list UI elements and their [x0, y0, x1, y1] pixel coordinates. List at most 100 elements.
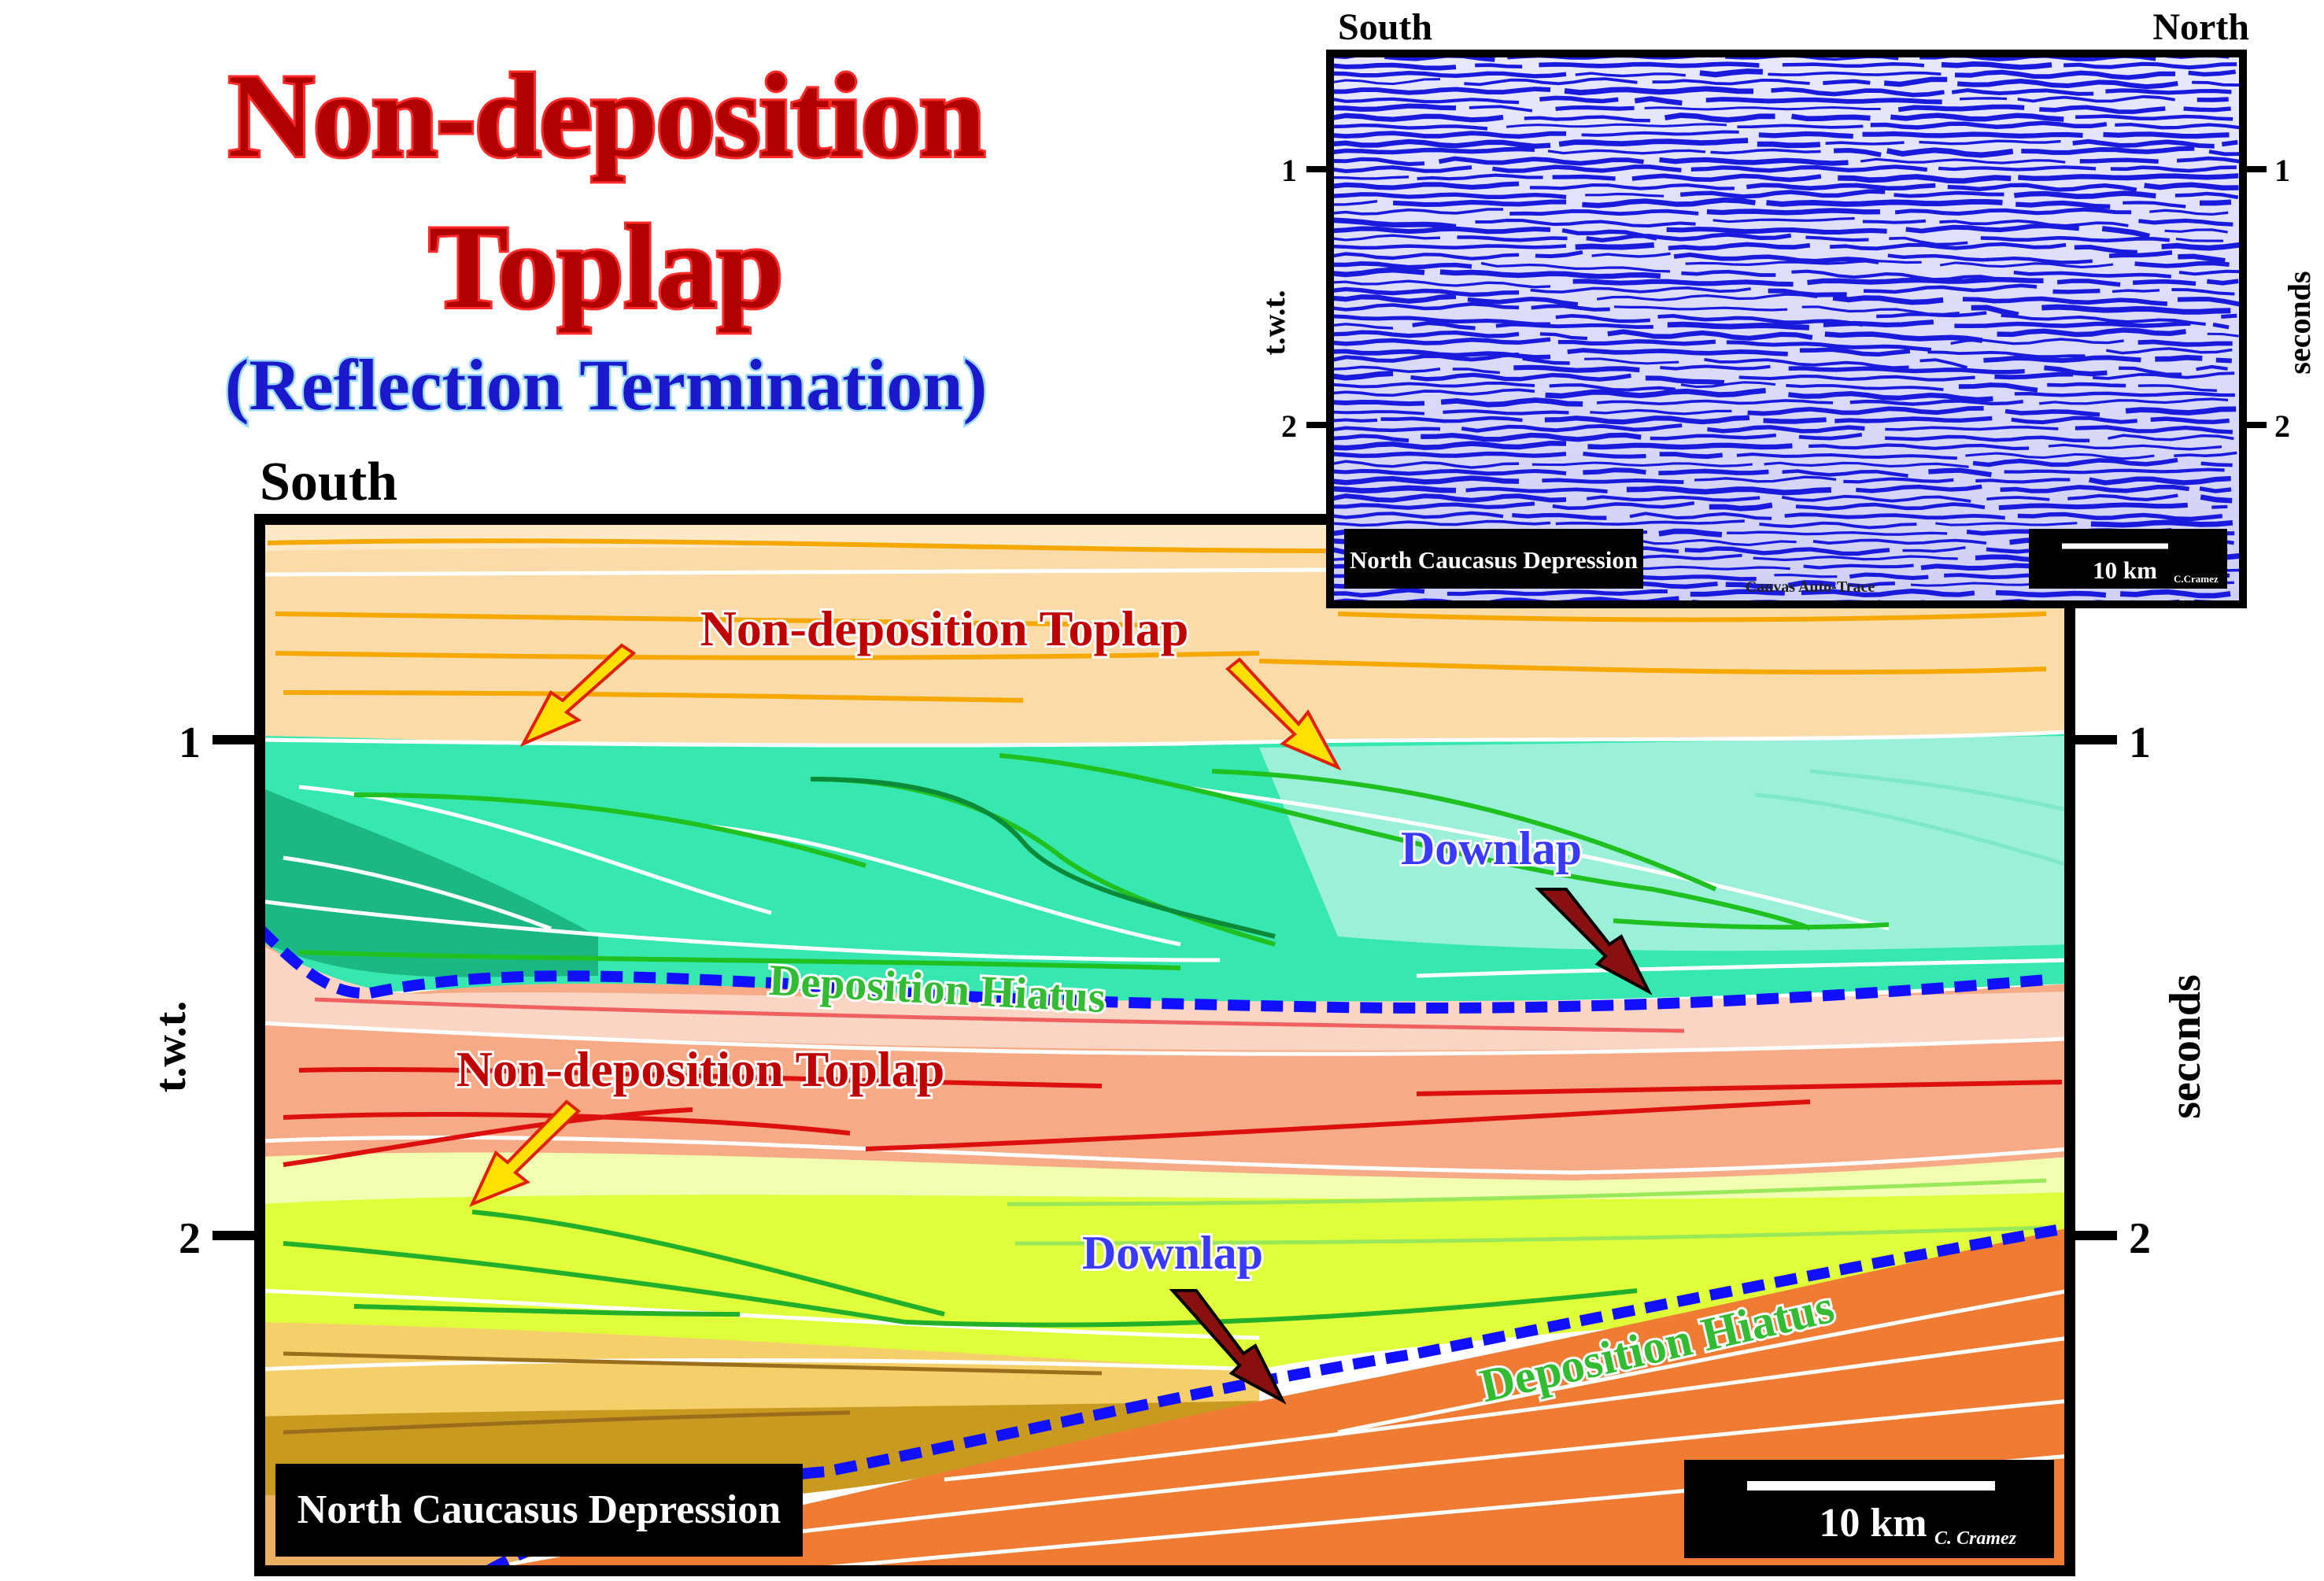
main-credit: C. Cramez — [1934, 1528, 2017, 1549]
inset-left-tick-1: 1 — [1281, 153, 1297, 188]
seismic-trace — [2000, 485, 2189, 493]
seismic-trace — [1330, 352, 1520, 363]
seismic-trace — [1469, 105, 1533, 113]
inset-south-label: South — [1338, 6, 1432, 48]
seismic-trace — [1736, 453, 1957, 460]
seismic-trace — [1962, 296, 2168, 306]
seismic-trace — [1860, 157, 2066, 164]
seismic-trace — [1685, 259, 1922, 267]
seismic-trace — [2134, 260, 2230, 268]
seismic-trace — [1657, 313, 1863, 327]
seismic-trace — [1421, 432, 1642, 442]
seismic-trace — [1475, 218, 1696, 228]
seismic-trace — [1330, 294, 1457, 304]
seismic-trace — [1725, 582, 1773, 589]
seismic-trace — [1330, 234, 1441, 242]
seismic-trace — [1897, 104, 2025, 113]
seismic-trace — [1954, 69, 2176, 80]
seismic-trace — [1330, 279, 1551, 289]
seismic-trace — [1965, 452, 2155, 460]
seismic-trace — [1575, 242, 1654, 250]
seismic-trace — [1971, 305, 2019, 318]
seismic-trace — [1607, 329, 1813, 341]
seismic-trace — [2125, 406, 2237, 416]
arrow-downlap-lower-icon — [1169, 1289, 1287, 1405]
inset-right-tick-2: 2 — [2274, 408, 2290, 444]
inset-left-tick-2: 2 — [1281, 408, 1297, 444]
inset-scale-box: 10 km C.Cramez — [2029, 529, 2227, 589]
seismic-trace — [1330, 323, 1394, 330]
seismic-trace — [1863, 283, 2038, 294]
seismic-trace — [1330, 485, 1457, 493]
seismic-trace — [1542, 478, 1684, 485]
seismic-trace — [1699, 68, 1764, 78]
inset-north-label: North — [2152, 6, 2249, 48]
inset-frame — [1326, 50, 2247, 608]
seismic-trace — [1522, 356, 1570, 365]
seismic-trace — [2103, 131, 2230, 139]
seismic-trace — [1829, 242, 2067, 251]
seismic-trace — [1330, 217, 1457, 230]
seismic-trace — [2011, 416, 2137, 425]
seismic-trace — [2175, 237, 2223, 242]
seismic-trace — [1465, 486, 1608, 493]
seismic-trace — [1443, 409, 1569, 416]
seismic-trace — [1690, 164, 1928, 173]
seismic-trace — [2075, 114, 2233, 121]
seismic-trace — [2188, 69, 2237, 77]
seismic-trace — [1791, 269, 1997, 282]
seismic-trace — [1590, 408, 1732, 416]
seismic-trace — [1938, 165, 2097, 172]
seismic-trace — [2200, 494, 2233, 504]
seismic-trace — [2014, 391, 2235, 397]
seismic-trace — [2074, 245, 2137, 255]
main-location-label: North Caucasus Depression — [297, 1487, 781, 1532]
seismic-trace — [1467, 296, 1579, 307]
seismic-trace — [2108, 434, 2234, 441]
seismic-trace — [1330, 468, 1567, 476]
seismic-trace — [1972, 457, 2178, 467]
seismic-trace — [2079, 157, 2159, 164]
seismic-trace — [1330, 113, 1504, 123]
seismic-trace — [2004, 408, 2100, 417]
seismic-trace — [1330, 388, 1535, 397]
seismic-trace — [1886, 147, 2014, 158]
seismic-trace — [2161, 242, 2241, 251]
seismic-trace — [2014, 190, 2156, 200]
seismic-trace — [1330, 418, 1378, 423]
seismic-trace — [1849, 399, 2024, 406]
seismic-trace — [1694, 475, 1837, 483]
seismic-trace — [1759, 521, 1917, 530]
seismic-trace — [1564, 86, 1754, 96]
seismic-trace — [1832, 295, 1944, 305]
seismic-trace — [2211, 504, 2228, 509]
seismic-trace — [1823, 320, 1934, 327]
seismic-trace — [1994, 371, 2074, 380]
seismic-trace — [1330, 314, 1550, 327]
seismic-trace — [1747, 405, 1984, 416]
seismic-trace — [1480, 261, 1671, 273]
seismic-trace — [1330, 587, 1425, 598]
seismic-trace — [1558, 138, 1749, 147]
seismic-trace — [1885, 425, 2059, 431]
seismic-trace — [2177, 297, 2241, 307]
lightgreen-reflectors — [1007, 1178, 2047, 1246]
seismic-trace — [2044, 365, 2108, 377]
seismic-trace — [2001, 313, 2206, 326]
seismic-trace — [2174, 191, 2239, 200]
seismic-trace — [1440, 397, 1583, 408]
seismic-trace — [1824, 331, 1983, 343]
seismic-trace — [2207, 332, 2239, 338]
seismic-trace — [1539, 95, 1619, 104]
label-downlap-lower: Downlap — [1082, 1227, 1263, 1279]
seismic-trace — [1862, 131, 2083, 139]
seismic-trace — [2015, 200, 2111, 209]
seismic-trace — [1710, 148, 1821, 155]
seismic-trace — [2041, 304, 2231, 315]
seismic-trace — [1757, 141, 1820, 149]
seismic-trace — [1825, 141, 1905, 146]
seismic-trace — [1658, 528, 1723, 537]
seismic-trace — [1706, 208, 1880, 216]
seismic-trace — [1596, 293, 1818, 301]
seismic-trace — [1758, 131, 1853, 139]
